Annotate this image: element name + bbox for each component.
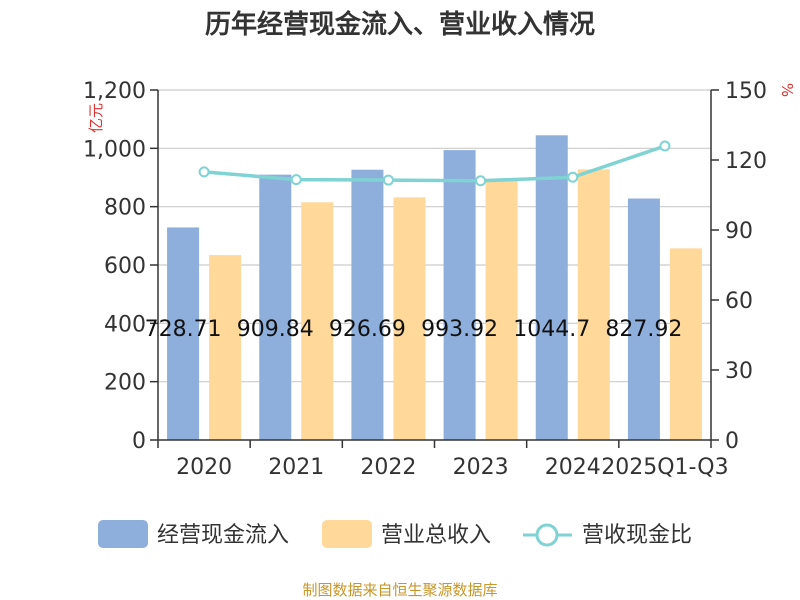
legend-label-cash-inflow: 经营现金流入 <box>157 523 289 548</box>
bar-revenue-1 <box>301 202 334 440</box>
right-tick-label-5: 150 <box>725 79 767 104</box>
ratio-point-4 <box>567 171 579 183</box>
left-tick-label-3: 600 <box>104 254 146 279</box>
right-tick-label-2: 60 <box>725 289 753 314</box>
bar-revenue-0 <box>209 255 242 440</box>
left-axis-ticks: 0 200 400 600 800 1,000 1,200 <box>83 79 158 454</box>
data-label-0: 728.71 <box>145 317 222 342</box>
left-tick-label-0: 0 <box>132 429 146 454</box>
source-note: 制图数据来自恒生聚源数据库 <box>302 581 497 599</box>
bar-revenue-4 <box>577 169 610 441</box>
right-tick-label-4: 120 <box>725 149 767 174</box>
x-tick-label-4: 2024 <box>545 455 601 480</box>
ratio-point-5 <box>659 140 671 152</box>
data-label-5: 827.92 <box>605 317 682 342</box>
legend-label-revenue: 营业总收入 <box>381 523 491 548</box>
bars <box>167 135 702 441</box>
bar-cash-inflow-5 <box>627 198 660 440</box>
right-tick-label-1: 30 <box>725 359 753 384</box>
ratio-point-2 <box>382 174 394 186</box>
x-tick-label-2: 2022 <box>360 455 416 480</box>
left-tick-label-1: 200 <box>104 371 146 396</box>
data-label-1: 909.84 <box>237 317 314 342</box>
left-tick-label-6: 1,200 <box>83 79 146 104</box>
data-labels: 728.71 909.84 926.69 993.92 1044.7 827.92 <box>145 317 683 342</box>
bar-cash-inflow-0 <box>167 227 200 440</box>
bar-cash-inflow-4 <box>535 135 568 440</box>
data-label-2: 926.69 <box>329 317 406 342</box>
ratio-point-0 <box>198 166 210 178</box>
left-tick-label-2: 400 <box>104 312 146 337</box>
left-tick-label-5: 1,000 <box>83 137 146 162</box>
ratio-point-3 <box>475 175 487 187</box>
legend: 经营现金流入 营业总收入 营收现金比 <box>98 520 692 548</box>
chart-title: 历年经营现金流入、营业收入情况 <box>205 9 595 40</box>
bar-cash-inflow-1 <box>259 174 292 440</box>
bar-revenue-3 <box>485 181 518 440</box>
x-tick-label-5: 2025Q1-Q3 <box>601 455 728 480</box>
legend-swatch-cash-inflow <box>98 520 148 548</box>
right-tick-label-3: 90 <box>725 219 753 244</box>
data-label-4: 1044.7 <box>513 317 590 342</box>
x-tick-label-0: 2020 <box>176 455 232 480</box>
left-tick-label-4: 800 <box>104 196 146 221</box>
right-axis-unit: % <box>778 83 796 97</box>
ratio-line <box>198 140 671 187</box>
left-axis-unit: 亿元 <box>87 103 105 133</box>
gridlines <box>158 89 711 383</box>
bar-revenue-2 <box>393 197 426 440</box>
x-axis-ticks: 2020 2021 2022 2023 2024 2025Q1-Q3 <box>157 440 729 480</box>
legend-swatch-ratio-marker <box>535 523 559 547</box>
bar-cash-inflow-2 <box>351 169 384 440</box>
bar-revenue-5 <box>669 248 702 440</box>
right-tick-label-0: 0 <box>725 429 739 454</box>
x-tick-label-1: 2021 <box>268 455 324 480</box>
x-tick-label-3: 2023 <box>453 455 509 480</box>
legend-swatch-revenue <box>322 520 372 548</box>
ratio-line-path <box>203 144 666 183</box>
right-axis-ticks: 0 30 60 90 120 150 <box>711 79 767 454</box>
ratio-point-1 <box>290 174 302 186</box>
legend-label-ratio: 营收现金比 <box>582 523 692 548</box>
data-label-3: 993.92 <box>421 317 498 342</box>
bar-cash-inflow-3 <box>443 150 476 440</box>
